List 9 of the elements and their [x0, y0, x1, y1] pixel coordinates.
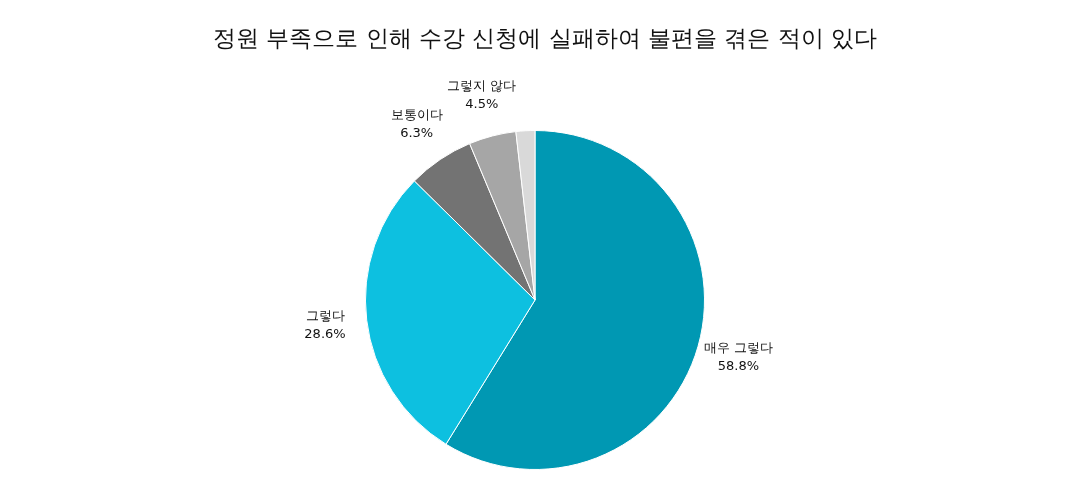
data-label: 6.3% [400, 125, 434, 141]
data-label: 4.5% [465, 95, 499, 111]
slice-label: 매우 그렇다 [703, 340, 774, 356]
slice-label: 그렇지 않다 [447, 77, 517, 93]
chart-title: 정원 부족으로 인해 수강 신청에 실패하여 불편을 겪은 적이 있다 [213, 24, 877, 51]
data-label: 58.8% [717, 358, 760, 374]
slice-label: 그렇다 [305, 307, 345, 323]
data-label: 28.6% [304, 325, 346, 341]
slice-label: 보통이다 [390, 107, 443, 123]
